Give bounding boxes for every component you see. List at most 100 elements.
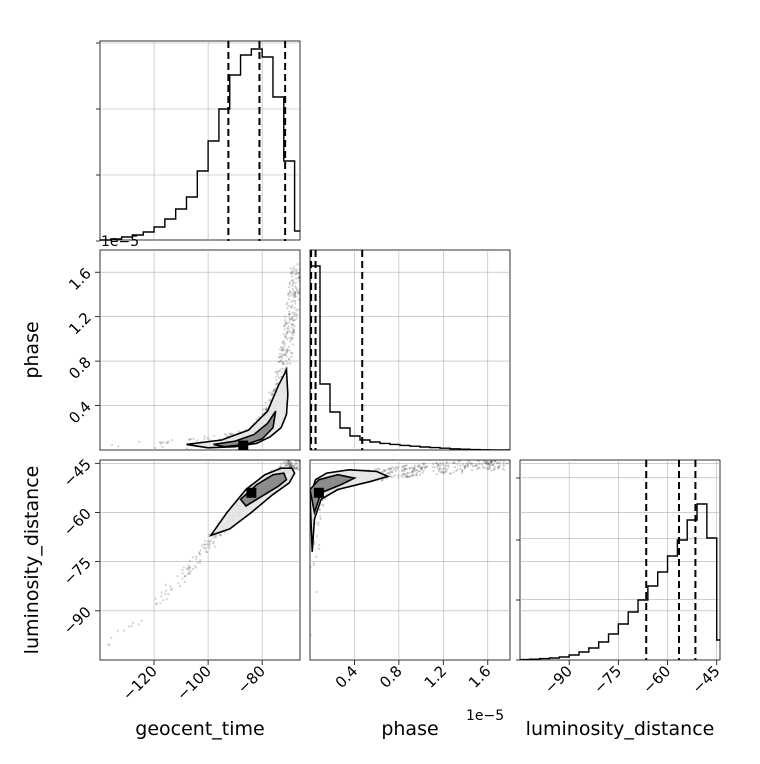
sample-point: [445, 470, 448, 473]
sample-point: [445, 461, 448, 464]
sample-point: [289, 362, 292, 365]
sample-point: [413, 470, 416, 473]
sample-point: [292, 296, 296, 299]
sample-point: [481, 463, 484, 466]
sample-point: [229, 433, 232, 436]
histogram-geocent_time: [100, 48, 300, 241]
sample-point: [512, 463, 514, 465]
sample-point: [482, 460, 486, 462]
sample-point: [285, 462, 288, 465]
sample-point: [298, 291, 300, 294]
sample-point: [289, 462, 292, 465]
sample-point: [292, 466, 295, 470]
sample-point: [188, 438, 191, 441]
sample-point: [512, 463, 514, 465]
sample-point: [403, 468, 406, 471]
sample-point: [203, 435, 206, 438]
sample-point: [188, 566, 191, 569]
sample-point: [482, 466, 485, 470]
sample-point: [187, 572, 190, 576]
sample-point: [406, 467, 409, 471]
sample-point: [287, 292, 290, 295]
sample-point: [265, 407, 268, 411]
sample-point: [165, 441, 168, 444]
sample-point: [155, 602, 158, 605]
sample-point: [463, 465, 466, 468]
sample-point: [419, 466, 422, 469]
sample-point: [498, 464, 502, 467]
sample-point: [380, 478, 383, 481]
sample-point: [432, 470, 435, 473]
sample-point: [489, 463, 492, 466]
sample-point: [282, 360, 285, 364]
sample-point: [287, 304, 291, 308]
sample-point: [420, 468, 423, 471]
sample-point: [490, 461, 493, 464]
sample-point: [268, 391, 271, 394]
sample-point: [162, 441, 165, 444]
sample-point: [278, 355, 281, 359]
sample-point: [478, 466, 481, 469]
sample-point: [271, 391, 274, 394]
sample-point: [273, 389, 276, 392]
sample-point: [431, 466, 434, 469]
sample-point: [412, 468, 415, 471]
sample-point: [466, 465, 469, 468]
sample-point: [290, 300, 293, 303]
sample-point: [287, 460, 290, 462]
sample-point: [281, 340, 284, 344]
sample-point: [287, 461, 291, 464]
sample-point: [492, 464, 495, 467]
sample-point: [286, 460, 289, 463]
sample-point: [286, 349, 289, 352]
sample-point: [487, 467, 490, 470]
sample-point: [289, 292, 292, 295]
sample-point: [285, 359, 288, 362]
sample-point: [265, 401, 268, 404]
sample-point: [447, 465, 450, 468]
sample-point: [436, 466, 439, 469]
sample-point: [290, 465, 293, 468]
sample-point: [385, 472, 388, 476]
sample-point: [290, 465, 293, 468]
sample-point: [441, 463, 444, 466]
sample-point: [257, 415, 260, 419]
sample-point: [279, 345, 283, 348]
sample-point: [283, 342, 287, 346]
sample-point: [290, 461, 293, 465]
sample-point: [476, 460, 479, 462]
sample-point: [387, 467, 390, 470]
sample-point: [295, 277, 298, 280]
sample-point: [406, 472, 409, 475]
sample-point: [286, 460, 289, 461]
sample-point: [296, 290, 300, 293]
sample-point: [287, 460, 291, 462]
sample-point: [417, 469, 420, 473]
sample-point: [265, 408, 268, 411]
sample-point: [463, 465, 467, 468]
sample-point: [300, 273, 302, 275]
sample-point: [284, 363, 287, 366]
sample-point: [394, 467, 397, 470]
sample-point: [403, 467, 407, 471]
sample-point: [183, 575, 187, 578]
sample-point: [288, 464, 291, 467]
sample-point: [489, 467, 492, 471]
sample-point: [452, 461, 455, 464]
sample-point: [288, 310, 291, 313]
sample-point: [280, 360, 283, 363]
sample-point: [285, 332, 288, 336]
sample-point: [477, 466, 480, 470]
sample-point: [194, 566, 198, 569]
sample-point: [280, 357, 283, 360]
sample-point: [291, 272, 294, 275]
sample-point: [299, 272, 300, 275]
sample-point: [185, 447, 189, 450]
sample-point: [468, 461, 472, 464]
sample-point: [188, 448, 191, 450]
sample-point: [292, 293, 295, 297]
sample-point: [188, 438, 191, 441]
sample-point: [220, 534, 223, 537]
sample-point: [396, 467, 399, 470]
sample-point: [420, 466, 423, 469]
